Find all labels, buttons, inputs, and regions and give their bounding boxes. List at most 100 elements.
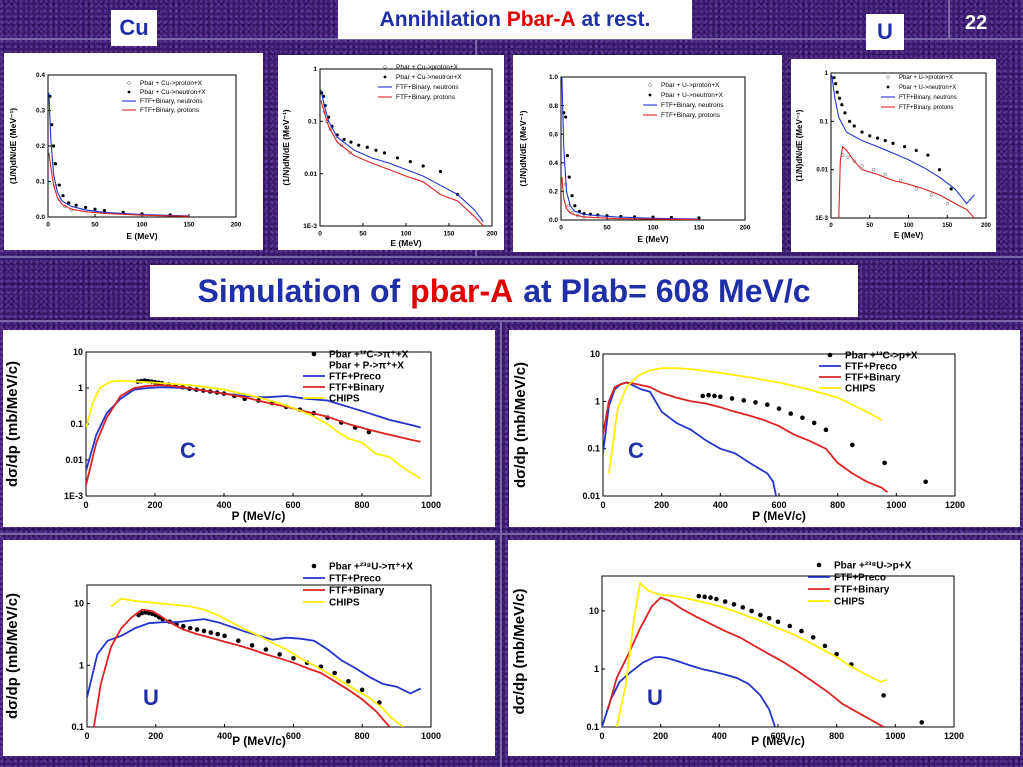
grid-line — [0, 320, 1023, 322]
series-line — [602, 656, 776, 727]
data-point — [57, 183, 61, 187]
legend-label: Pbar +²³⁸U->π⁺+X — [329, 561, 413, 572]
grid-line — [500, 320, 502, 767]
legend-label: Pbar + U->proton+X — [899, 75, 953, 81]
series-line — [831, 75, 975, 205]
chart-panel-top4: 0 50 100 150 200 1E-3 0.01 0.1 1 E (MeV) (1/N)dN/d… — [791, 59, 996, 252]
x-tick-label: 600 — [286, 731, 301, 741]
x-tick-label: 0 — [600, 500, 605, 510]
y-tick-label: 0.01 — [816, 168, 828, 174]
legend-swatch — [886, 85, 890, 89]
legend-label: CHIPS — [329, 597, 360, 608]
x-axis-label: P (MeV/c) — [751, 734, 805, 748]
slide-title: Annihilation Pbar-A at rest. — [338, 0, 692, 39]
x-tick-label: 0 — [559, 225, 563, 232]
x-tick-label: 200 — [653, 731, 668, 741]
data-point — [848, 119, 852, 123]
y-tick-label: 0.4 — [549, 160, 558, 167]
chart-annotation: C — [180, 438, 196, 463]
x-tick-label: 0 — [84, 731, 89, 741]
y-tick-label: 10 — [589, 606, 599, 616]
x-tick-label: 1000 — [885, 731, 905, 741]
x-tick-label: 400 — [712, 731, 727, 741]
data-point — [860, 164, 864, 168]
data-point — [332, 670, 337, 676]
legend-swatch — [383, 75, 387, 79]
chart-b3: 0 200 400 600 800 1000 0.1 1 10 P (MeV/c) dσ/dp (m… — [4, 561, 441, 748]
grid-line — [0, 38, 1023, 40]
x-tick-label: 150 — [184, 222, 195, 229]
data-point — [339, 143, 344, 147]
series-group — [561, 77, 701, 220]
data-point — [277, 652, 282, 657]
series-group — [86, 378, 422, 486]
data-point — [891, 141, 895, 145]
data-point — [573, 204, 577, 208]
data-point — [741, 398, 747, 403]
series-line — [320, 89, 484, 223]
data-point — [764, 402, 770, 407]
data-point — [408, 160, 412, 164]
data-point — [731, 602, 737, 607]
chart-b1: 0 200 400 600 800 1000 1E-3 0.01 0.1 1 10 P (MeV/c)… — [4, 347, 441, 523]
legend-label: Pbar +²³⁸U->p+X — [834, 560, 912, 571]
data-point — [758, 612, 763, 618]
data-point — [776, 406, 782, 411]
x-tick-label: 50 — [91, 222, 99, 229]
x-tick-label: 200 — [487, 231, 498, 238]
data-point — [860, 130, 864, 134]
series-line — [93, 608, 393, 727]
y-tick-label: 1.0 — [549, 74, 558, 81]
y-tick-label: 1 — [595, 396, 600, 406]
series-line — [48, 153, 190, 217]
x-axis-label: P (MeV/c) — [232, 509, 286, 523]
x-tick-label: 150 — [942, 223, 953, 229]
data-point — [832, 76, 836, 80]
data-point — [923, 479, 928, 485]
y-tick-label: 0.2 — [549, 189, 558, 196]
series-group — [602, 581, 925, 727]
legend-label: FTF+Binary, protons — [899, 105, 953, 111]
y-tick-label: 0.01 — [65, 455, 83, 465]
x-tick-label: 800 — [355, 731, 370, 741]
y-tick-label: 0.01 — [582, 491, 600, 501]
legend-swatch — [383, 65, 387, 69]
data-point — [708, 595, 713, 600]
legend-label: FTF+Binary — [834, 584, 890, 595]
legend-label: FTF+Binary, neutrons — [661, 102, 724, 109]
grid-line — [0, 533, 1023, 535]
y-axis-label: dσ/dp (mb/MeV/c) — [4, 593, 21, 719]
data-point — [93, 207, 97, 211]
series-line — [607, 596, 885, 727]
data-point — [919, 720, 925, 725]
legend-label: CHIPS — [329, 393, 360, 404]
chart-annotation: C — [628, 438, 644, 463]
x-axis-label: E (MeV) — [637, 234, 668, 244]
data-point — [843, 111, 847, 115]
legend-label: CHIPS — [845, 383, 876, 394]
legend-label: Pbar + Cu->proton+X — [396, 64, 459, 71]
legend-label: Pbar + P->π⁺+X — [329, 360, 404, 371]
y-tick-label: 0.3 — [36, 108, 45, 115]
chart-annotation: U — [143, 685, 159, 710]
legend-label: FTF+Binary, neutrons — [899, 95, 957, 101]
chart-top2: 0 50 100 150 200 1E-3 0.01 0.1 1 E (MeV) (1/N)dN/d… — [281, 64, 498, 248]
x-tick-label: 150 — [694, 225, 705, 232]
title-part1: Annihilation — [379, 7, 501, 31]
chart-top3: 0 50 100 150 200 0.0 0.2 0.4 0.6 0.8 1.0 E (MeV) (1/… — [518, 74, 751, 244]
data-point — [421, 164, 425, 168]
series-line — [87, 618, 422, 698]
data-point — [840, 103, 844, 107]
y-tick-label: 1 — [313, 66, 317, 73]
legend-swatch — [648, 93, 652, 97]
data-point — [718, 394, 723, 400]
data-point — [61, 194, 65, 198]
data-point — [871, 168, 876, 172]
chart-b4: 0 200 400 600 800 1000 1200 0.1 1 10 P (MeV/c) dσ/d… — [511, 560, 964, 748]
y-tick-label: 0.1 — [70, 419, 83, 429]
data-point — [766, 615, 772, 621]
x-tick-label: 50 — [866, 223, 873, 229]
data-point — [346, 679, 351, 684]
legend-label: Pbar +¹²C->π⁺+X — [329, 349, 409, 360]
data-point — [53, 162, 58, 166]
